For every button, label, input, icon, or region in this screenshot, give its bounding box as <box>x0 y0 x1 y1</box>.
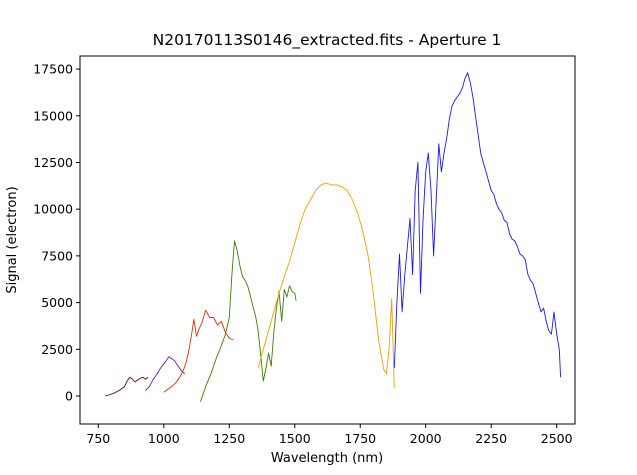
plot-frame <box>79 55 576 425</box>
y-tick-label: 2500 <box>41 342 73 357</box>
y-tick-label: 7500 <box>41 248 73 263</box>
chart-title: N20170113S0146_extracted.fits - Aperture… <box>153 31 502 50</box>
series-line-3 <box>163 309 234 393</box>
x-tick-label: 1250 <box>213 431 245 446</box>
y-axis: 0 2500 5000 7500 10000 12500 15000 17500 <box>33 62 80 403</box>
x-tick-label: 1000 <box>148 431 180 446</box>
y-tick-label: 0 <box>65 388 73 403</box>
x-tick-label: 1750 <box>344 431 376 446</box>
plot-area <box>104 72 562 402</box>
y-tick-label: 17500 <box>33 62 73 77</box>
series-line-2 <box>145 356 186 391</box>
series-line-1 <box>104 376 149 397</box>
series-line-6 <box>393 72 562 378</box>
y-tick-label: 15000 <box>33 108 73 123</box>
x-axis: 750 1000 1250 1500 1750 2000 2250 2500 <box>86 424 573 446</box>
x-tick-label: 750 <box>86 431 110 446</box>
x-tick-label: 2500 <box>541 431 573 446</box>
x-axis-label: Wavelength (nm) <box>271 451 383 466</box>
series-line-4 <box>200 240 297 402</box>
series-line-5 <box>257 182 395 389</box>
y-tick-label: 5000 <box>41 295 73 310</box>
y-tick-label: 12500 <box>33 155 73 170</box>
x-tick-label: 2250 <box>475 431 507 446</box>
y-tick-label: 10000 <box>33 202 73 217</box>
x-tick-label: 2000 <box>410 431 442 446</box>
y-axis-label: Signal (electron) <box>5 186 20 293</box>
x-tick-label: 1500 <box>279 431 311 446</box>
